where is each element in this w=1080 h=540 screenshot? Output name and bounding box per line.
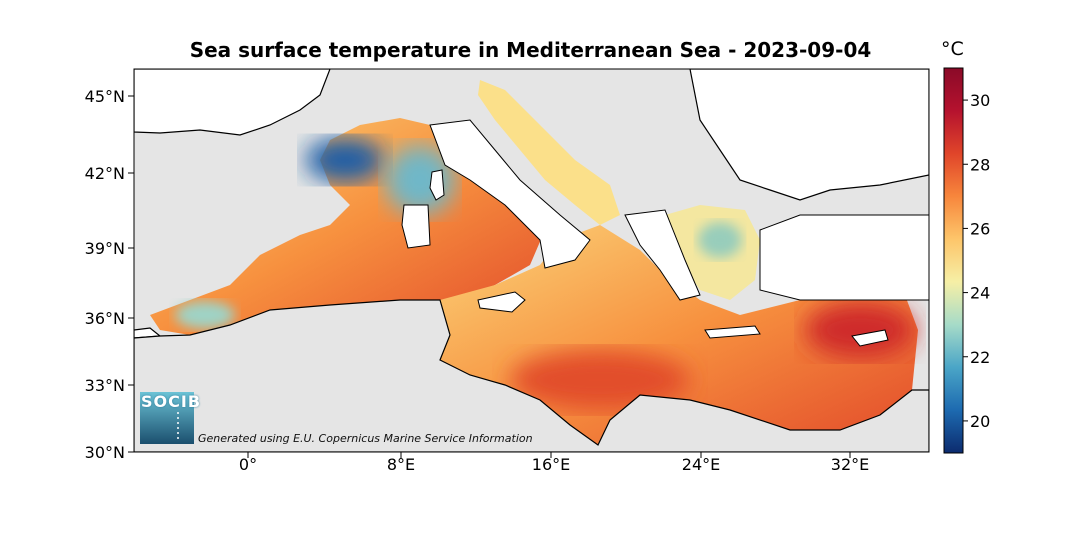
lat-tick-label: 33°N: [85, 376, 125, 395]
socib-logo-mark: [140, 392, 194, 444]
map-title: Sea surface temperature in Mediterranean…: [189, 38, 872, 62]
sst-field: [150, 80, 918, 445]
map-frame: [133, 68, 930, 453]
lat-tick-label: 36°N: [85, 309, 125, 328]
island-cyprus: [851, 329, 889, 347]
lat-tick-label: 30°N: [85, 443, 125, 462]
lon-tick-label: 0°: [239, 455, 257, 474]
island-corsica: [429, 169, 445, 201]
land-north-africa: [134, 299, 929, 452]
land-turkey: [759, 214, 929, 301]
lat-tick-label: 45°N: [85, 87, 125, 106]
islands-layer: [401, 119, 929, 347]
colorbar-tick-label: 30: [970, 91, 990, 110]
land-france: [134, 69, 331, 136]
island-sicily: [477, 291, 526, 313]
colorbar-tick-label: 26: [970, 219, 990, 238]
colorbar-tick-label: 28: [970, 155, 990, 174]
land-layer: [134, 69, 929, 339]
lon-tick-label: 8°E: [387, 455, 415, 474]
lat-tick-label: 42°N: [85, 164, 125, 183]
land-balkans: [689, 69, 929, 201]
lon-tick-label: 24°E: [682, 455, 720, 474]
latitude-axis: 45°N 42°N 39°N 36°N 33°N 30°N: [85, 87, 134, 462]
data-credit: Generated using E.U. Copernicus Marine S…: [198, 432, 533, 445]
island-sardinia: [401, 204, 431, 249]
island-crete: [704, 325, 761, 339]
sea-adriatic: [478, 80, 620, 225]
lat-tick-label: 39°N: [85, 239, 125, 258]
cool-patch-alboran: [175, 301, 235, 329]
colorbar-tick-label: 22: [970, 348, 990, 367]
cool-patch-aegean: [698, 222, 742, 258]
warm-patch-levantine: [805, 302, 915, 358]
colorbar: [943, 67, 964, 454]
colorbar-tick-label: 20: [970, 412, 990, 431]
socib-logo-text: SOCIB: [141, 392, 202, 411]
colorbar-tick-label: 24: [970, 284, 990, 303]
lon-tick-label: 32°E: [831, 455, 869, 474]
land-greece: [624, 209, 701, 301]
lon-tick-label: 16°E: [532, 455, 570, 474]
cold-patch-gulf-of-lion: [305, 138, 385, 182]
colorbar-axis: 20 22 24 26 28 30: [963, 91, 990, 431]
colorbar-unit-label: °C: [941, 38, 964, 60]
map-layers: [134, 69, 929, 452]
land-italy: [429, 119, 591, 269]
longitude-axis: 0° 8°E 16°E 24°E 32°E: [239, 452, 869, 474]
